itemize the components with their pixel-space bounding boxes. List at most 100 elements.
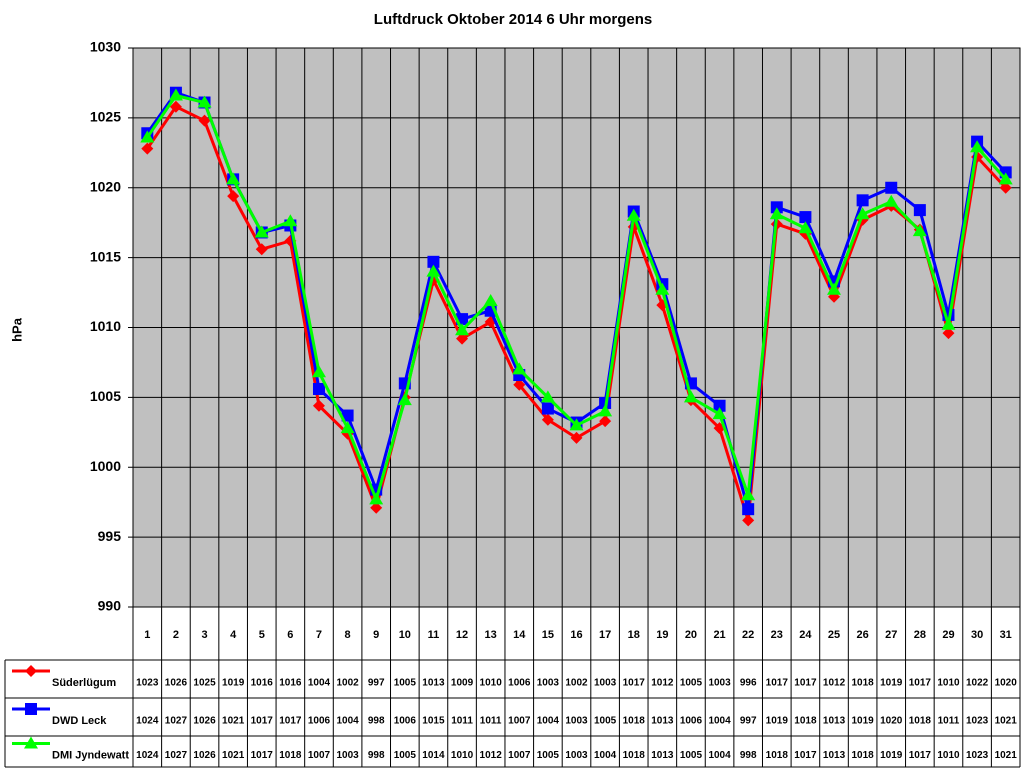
- marker: [455, 323, 470, 336]
- table-value: 1007: [508, 716, 531, 727]
- table-value: 1021: [995, 750, 1018, 761]
- y-tick-label: 1030: [90, 39, 121, 55]
- marker: [513, 378, 526, 391]
- table-value: 1002: [565, 678, 588, 689]
- marker: [827, 282, 842, 295]
- table-value: 1023: [966, 716, 989, 727]
- x-tick-label: 22: [742, 629, 754, 641]
- table-value: 1015: [422, 716, 445, 727]
- table-value: 1012: [480, 750, 503, 761]
- table-value: 1013: [422, 678, 445, 689]
- legend-label: Süderlügum: [52, 677, 116, 689]
- marker: [570, 431, 583, 444]
- table-value: 1004: [708, 750, 731, 761]
- table-value: 1022: [966, 678, 989, 689]
- table-value: 1004: [708, 716, 731, 727]
- x-tick-label: 19: [656, 629, 668, 641]
- x-tick-label: 26: [857, 629, 869, 641]
- table-value: 1004: [336, 716, 359, 727]
- chart-title: Luftdruck Oktober 2014 6 Uhr morgens: [374, 11, 652, 28]
- table-value: 1003: [537, 678, 560, 689]
- table-value: 1027: [165, 750, 188, 761]
- x-tick-label: 17: [599, 629, 611, 641]
- table-value: 1017: [909, 750, 932, 761]
- marker: [683, 390, 698, 403]
- table-value: 1024: [136, 750, 159, 761]
- marker: [970, 140, 985, 153]
- table-value: 1018: [852, 678, 875, 689]
- y-tick-label: 1025: [90, 109, 121, 125]
- marker: [140, 130, 155, 143]
- table-value: 1017: [251, 716, 274, 727]
- table-value: 1011: [480, 716, 502, 727]
- x-tick-label: 20: [685, 629, 697, 641]
- x-tick-label: 10: [399, 629, 411, 641]
- x-tick-label: 12: [456, 629, 468, 641]
- marker: [799, 211, 812, 224]
- table-value: 1003: [565, 716, 588, 727]
- legend-label: DWD Leck: [52, 715, 107, 727]
- marker: [599, 415, 612, 428]
- table-value: 1006: [394, 716, 417, 727]
- table-value: 1017: [251, 750, 274, 761]
- table-value: 998: [368, 716, 385, 727]
- marker: [25, 703, 37, 715]
- x-tick-label: 9: [373, 629, 379, 641]
- table-value: 1010: [480, 678, 503, 689]
- marker: [227, 190, 240, 203]
- table-value: 997: [368, 678, 385, 689]
- table-value: 1021: [222, 716, 245, 727]
- table-value: 1019: [880, 678, 903, 689]
- marker: [312, 382, 325, 395]
- marker: [283, 214, 298, 227]
- x-tick-label: 24: [799, 629, 812, 641]
- marker: [999, 181, 1012, 194]
- table-value: 1012: [823, 678, 846, 689]
- table-value: 1010: [937, 750, 960, 761]
- table-value: 1007: [508, 750, 531, 761]
- marker: [855, 207, 870, 220]
- table-value: 1027: [165, 716, 188, 727]
- table-value: 1003: [336, 750, 359, 761]
- marker: [198, 114, 211, 127]
- table-value: 998: [368, 750, 385, 761]
- table-value: 1026: [193, 750, 216, 761]
- marker: [913, 204, 926, 217]
- table-value: 1021: [995, 716, 1018, 727]
- marker: [369, 492, 384, 505]
- table-value: 1013: [823, 716, 846, 727]
- marker: [254, 225, 269, 238]
- y-tick-label: 1000: [90, 458, 121, 474]
- marker: [311, 365, 326, 378]
- table-value: 1018: [766, 750, 789, 761]
- x-tick-label: 8: [345, 629, 351, 641]
- table-value: 1024: [136, 716, 159, 727]
- table-value: 1020: [995, 678, 1018, 689]
- x-tick-label: 21: [713, 629, 725, 641]
- marker: [884, 194, 899, 207]
- marker: [856, 194, 869, 207]
- x-tick-label: 7: [316, 629, 322, 641]
- marker: [512, 362, 527, 375]
- table-value: 1005: [394, 750, 417, 761]
- marker: [197, 95, 212, 108]
- table-value: 1005: [680, 678, 703, 689]
- x-tick-label: 13: [485, 629, 497, 641]
- marker: [341, 409, 354, 422]
- table-value: 1018: [279, 750, 302, 761]
- marker: [885, 181, 898, 194]
- table-value: 1019: [766, 716, 789, 727]
- table-value: 1026: [193, 716, 216, 727]
- table-value: 1010: [937, 678, 960, 689]
- x-tick-label: 1: [144, 629, 150, 641]
- table-value: 1017: [623, 678, 646, 689]
- marker: [713, 399, 726, 412]
- table-value: 1013: [651, 750, 674, 761]
- table-value: 1011: [938, 716, 960, 727]
- marker: [712, 407, 727, 420]
- marker: [742, 514, 755, 527]
- table-value: 1004: [537, 716, 560, 727]
- x-tick-label: 3: [201, 629, 207, 641]
- marker: [169, 100, 182, 113]
- x-tick-label: 27: [885, 629, 897, 641]
